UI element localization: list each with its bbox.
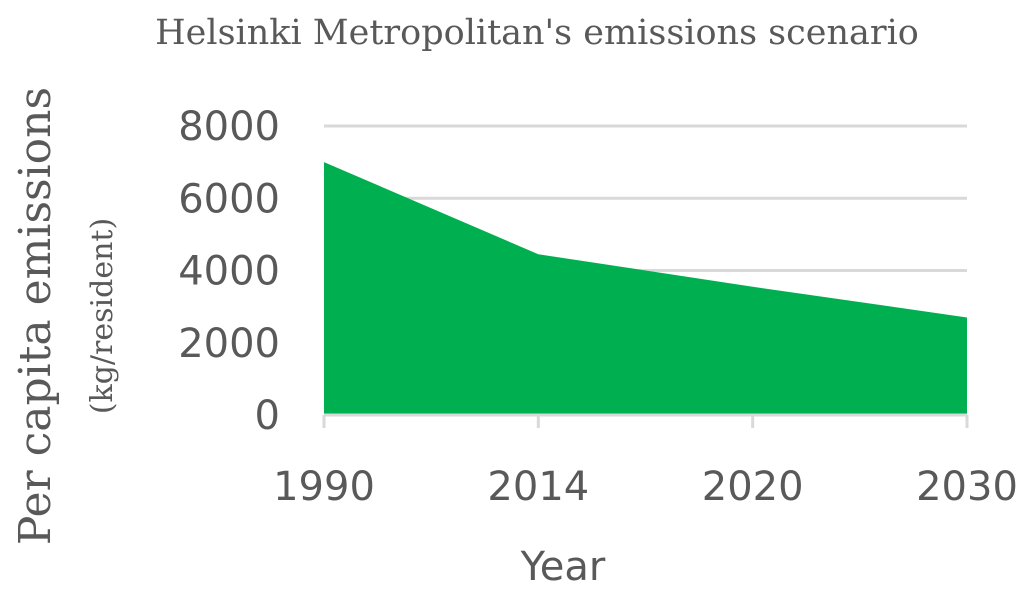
x-tick-label: 1990 xyxy=(273,464,375,510)
y-tick-label: 8000 xyxy=(178,104,280,150)
y-tick-label: 6000 xyxy=(178,176,280,222)
x-tick-label: 2030 xyxy=(916,464,1018,510)
x-axis xyxy=(322,413,969,428)
x-axis-ticks: 1990 2014 2020 2030 xyxy=(273,464,1018,510)
area-series-layer xyxy=(324,162,967,415)
y-axis-unit: (kg/resident) xyxy=(85,218,120,414)
chart-title: Helsinki Metropolitan's emissions scenar… xyxy=(155,13,919,53)
area-series-0 xyxy=(324,162,967,415)
y-tick-label: 2000 xyxy=(178,321,280,367)
y-axis-title: Per capita emissions xyxy=(10,87,61,545)
x-tick-label: 2020 xyxy=(702,464,804,510)
y-tick-label: 4000 xyxy=(178,249,280,295)
y-tick-label: 0 xyxy=(255,393,280,439)
x-axis-title: Year xyxy=(520,544,606,590)
x-tick-label: 2014 xyxy=(487,464,589,510)
y-axis-ticks: 0 2000 4000 6000 8000 xyxy=(178,104,280,439)
